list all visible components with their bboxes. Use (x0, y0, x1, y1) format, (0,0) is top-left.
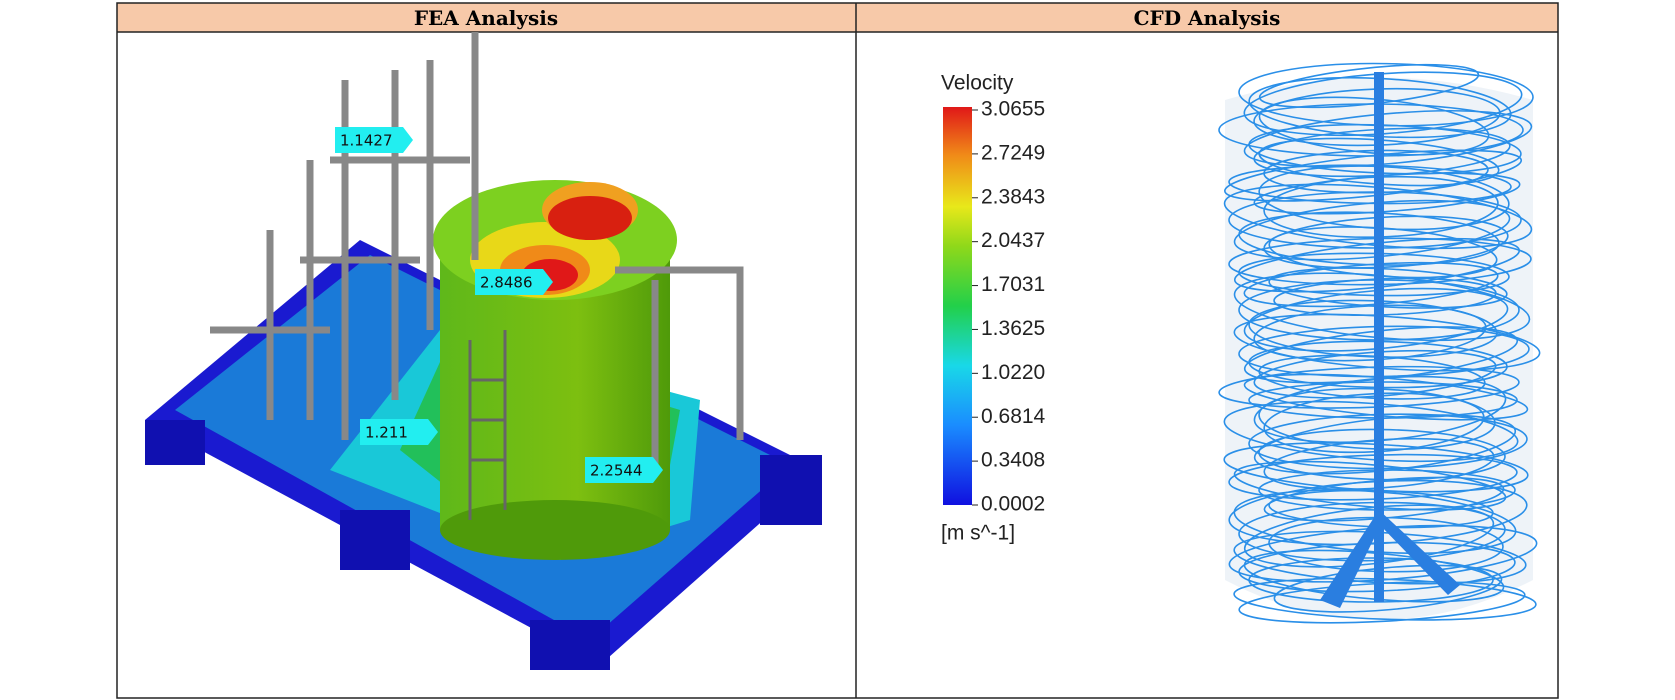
tick-label: 0.3408 (981, 449, 1045, 472)
probe-label: 2.8486 (475, 269, 553, 295)
label-box (335, 127, 413, 153)
tick-label: 0.0002 (981, 493, 1045, 516)
tick-label: 2.3843 (981, 185, 1045, 208)
label-text: 2.8486 (480, 274, 533, 292)
shaft (1320, 72, 1460, 608)
legend-unit: [m s^-1] (941, 522, 1015, 545)
tick-label: 2.0437 (981, 229, 1045, 252)
label-box (360, 419, 438, 445)
legend-title: Velocity (941, 72, 1014, 95)
streamline (1228, 453, 1518, 501)
table-border (116, 2, 1559, 699)
tick-label: 1.3625 (981, 317, 1045, 340)
header-cell: CFD Analysis (1134, 6, 1281, 30)
streamline (1258, 469, 1516, 511)
streamline (1268, 267, 1508, 309)
streamline (1248, 413, 1528, 470)
header-row (117, 3, 1558, 32)
streamline (1273, 564, 1503, 613)
probe-label: 1.211 (360, 419, 438, 445)
tick-label: 1.7031 (981, 273, 1045, 296)
streamlines (1218, 62, 1541, 624)
label-text: 1.211 (365, 424, 408, 442)
streamline (1218, 365, 1520, 409)
streamline (1243, 261, 1499, 308)
tick-label: 2.7249 (981, 141, 1045, 164)
streamline (1248, 557, 1494, 603)
tick-label: 1.0220 (981, 361, 1045, 384)
tick-label: 0.6814 (981, 405, 1046, 428)
streamline (1233, 313, 1541, 372)
streamline (1253, 172, 1521, 215)
streamline (1248, 123, 1522, 175)
streamline (1253, 304, 1487, 362)
streamline (1243, 504, 1495, 568)
label-box (475, 269, 553, 295)
color-bar (943, 107, 972, 505)
label-box (585, 457, 663, 483)
probe-label: 1.1427 (335, 127, 413, 153)
label-text: 1.1427 (340, 132, 393, 150)
fea-model (145, 32, 822, 670)
probe-label: 2.2544 (585, 457, 663, 483)
streamline (1233, 577, 1537, 621)
tick-label: 3.0655 (981, 98, 1045, 121)
header-cell: FEA Analysis (414, 6, 558, 30)
streamline (1243, 110, 1533, 168)
streamline (1223, 400, 1519, 462)
label-text: 2.2544 (590, 462, 643, 480)
